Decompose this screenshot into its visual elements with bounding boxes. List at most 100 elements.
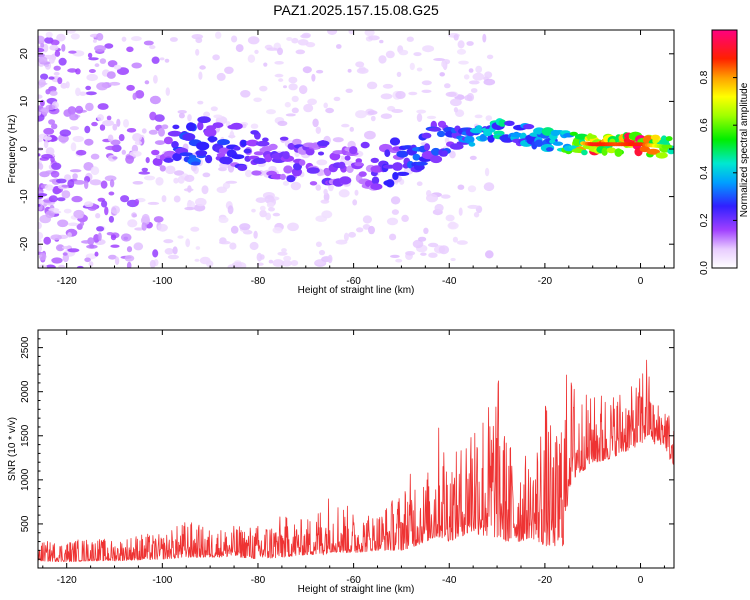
spectrogram-noise-blob bbox=[285, 113, 296, 117]
spectrogram-noise-blob bbox=[106, 115, 112, 121]
spectrogram-noise-blob bbox=[302, 66, 312, 74]
spectrogram-signal-blob bbox=[659, 139, 670, 145]
spectrogram-signal-blob bbox=[182, 133, 196, 141]
spectrogram-noise-blob bbox=[336, 44, 342, 49]
spectrogram-noise-blob bbox=[38, 111, 42, 116]
spectrogram-noise-blob bbox=[133, 242, 144, 251]
spectrogram-y-tick-label: 10 bbox=[19, 95, 30, 107]
spectrogram-noise-blob bbox=[56, 178, 67, 184]
spectrogram-noise-blob bbox=[426, 115, 437, 120]
spectrogram-signal-blob bbox=[233, 146, 241, 151]
spectrogram-signal-blob bbox=[601, 147, 608, 156]
spectrogram-noise-blob bbox=[76, 149, 87, 156]
spectrogram-noise-blob bbox=[107, 134, 114, 142]
spectrogram-noise-blob bbox=[445, 214, 455, 222]
spectrogram-signal-blob bbox=[286, 175, 296, 183]
spectrogram-noise-blob bbox=[64, 174, 72, 181]
spectrogram-signal-blob bbox=[163, 136, 173, 145]
spectrogram-noise-blob bbox=[389, 233, 397, 241]
spectrogram-noise-blob bbox=[124, 254, 135, 262]
spectrogram-noise-blob bbox=[206, 260, 214, 268]
spectrogram-noise-blob bbox=[467, 185, 477, 193]
spectrogram-noise-blob bbox=[253, 97, 262, 103]
spectrogram-noise-blob bbox=[201, 185, 209, 195]
spectrogram-signal-blob bbox=[255, 140, 270, 147]
spectrogram-signal-blob bbox=[552, 141, 564, 146]
spectrogram-noise-blob bbox=[195, 48, 200, 56]
spectrogram-noise-blob bbox=[94, 251, 99, 257]
spectrogram-noise-blob bbox=[355, 110, 367, 119]
spectrogram-signal-blob bbox=[172, 152, 182, 162]
spectrogram-noise-blob bbox=[84, 257, 91, 263]
spectrogram-noise-blob bbox=[362, 215, 372, 224]
spectrogram-noise-blob bbox=[254, 49, 259, 55]
spectrogram-noise-blob bbox=[421, 89, 432, 94]
spectrogram-noise-blob bbox=[184, 206, 195, 211]
snr-y-tick-label: 1000 bbox=[20, 468, 31, 491]
spectrogram-noise-blob bbox=[456, 240, 468, 245]
spectrogram-noise-blob bbox=[131, 62, 142, 69]
spectrogram-noise-blob bbox=[62, 252, 68, 256]
spectrogram-noise-blob bbox=[348, 30, 355, 35]
spectrogram-noise-blob bbox=[61, 245, 72, 250]
spectrogram-noise-blob bbox=[104, 43, 114, 49]
spectrogram-noise-blob bbox=[57, 219, 69, 228]
spectrogram-noise-blob bbox=[323, 102, 329, 109]
spectrogram-noise-blob bbox=[438, 245, 450, 255]
spectrogram-signal-blob bbox=[384, 149, 391, 157]
spectrogram-noise-blob bbox=[450, 98, 462, 107]
spectrogram-noise-blob bbox=[303, 103, 314, 113]
spectrogram-frame bbox=[37, 29, 675, 269]
spectrogram-noise-blob bbox=[84, 201, 94, 208]
spectrogram-noise-blob bbox=[38, 163, 44, 170]
spectrogram-noise-blob bbox=[87, 52, 93, 59]
spectrogram-noise-blob bbox=[94, 45, 106, 52]
spectrogram-noise-blob bbox=[48, 56, 55, 64]
spectrogram-noise-blob bbox=[347, 68, 352, 73]
spectrogram-noise-blob bbox=[230, 225, 239, 234]
colorbar-tick-label: 0.0 bbox=[699, 261, 710, 275]
spectrogram-signal-blob bbox=[171, 141, 179, 149]
spectrogram-y-tick-label: 20 bbox=[19, 48, 30, 60]
spectrogram-noise-blob bbox=[38, 203, 41, 207]
spectrogram-signal-blob bbox=[344, 155, 351, 161]
spectrogram-noise-blob bbox=[235, 44, 244, 53]
spectrogram-signal-blob bbox=[464, 135, 475, 144]
spectrogram-signal-blob bbox=[207, 136, 218, 143]
spectrogram-signal-blob bbox=[299, 159, 306, 166]
spectrogram-noise-blob bbox=[94, 63, 100, 68]
spectrogram-noise-blob bbox=[433, 58, 445, 61]
spectrogram-signal-blob bbox=[423, 143, 431, 151]
spectrogram-noise-blob bbox=[120, 233, 132, 242]
spectrogram-signal-blob bbox=[231, 154, 245, 160]
snr-x-tick-label: -60 bbox=[346, 575, 361, 586]
spectrogram-noise-blob bbox=[116, 118, 121, 127]
spectrogram-noise-blob bbox=[84, 138, 94, 146]
spectrogram-noise-blob bbox=[172, 246, 178, 255]
spectrogram-noise-blob bbox=[391, 109, 404, 113]
spectrogram-noise-blob bbox=[67, 222, 79, 227]
spectrogram-core-blob bbox=[666, 144, 673, 149]
spectrogram-signal-blob bbox=[338, 161, 346, 169]
snr-y-tick-label: 500 bbox=[20, 515, 31, 532]
snr-x-label: Height of straight line (km) bbox=[298, 584, 415, 595]
spectrogram-signal-blob bbox=[370, 183, 383, 190]
spectrogram-noise-blob bbox=[266, 109, 276, 115]
spectrogram-noise-blob bbox=[100, 180, 108, 189]
spectrogram-noise-blob bbox=[88, 57, 99, 61]
spectrogram-noise-blob bbox=[153, 216, 164, 223]
spectrogram-noise-blob bbox=[345, 88, 353, 94]
spectrogram-signal-blob bbox=[190, 161, 201, 166]
spectrogram-signal-blob bbox=[468, 142, 476, 147]
spectrogram-noise-blob bbox=[40, 43, 45, 48]
spectrogram-signal-blob bbox=[172, 124, 180, 130]
spectrogram-noise-blob bbox=[120, 195, 130, 203]
spectrogram-noise-blob bbox=[229, 242, 237, 250]
spectrogram-noise-blob bbox=[38, 239, 42, 243]
snr-y-tick-label: 2000 bbox=[20, 380, 31, 403]
spectrogram-signal-blob bbox=[421, 132, 432, 139]
spectrogram-noise-blob bbox=[224, 66, 234, 75]
spectrogram-noise-blob bbox=[164, 58, 170, 63]
spectrogram-signal-blob bbox=[317, 151, 325, 156]
